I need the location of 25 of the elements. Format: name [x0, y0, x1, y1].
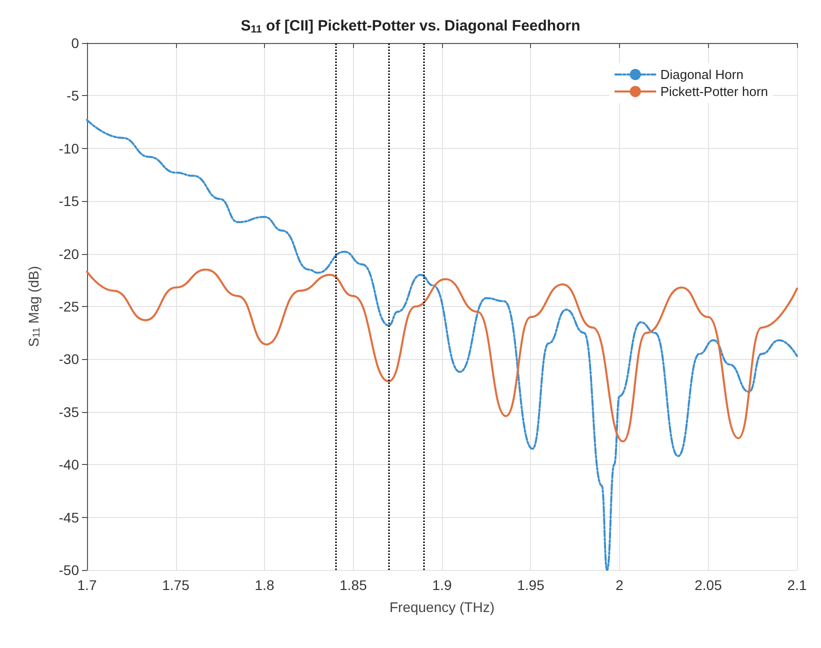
- y-tick-label: -35: [58, 404, 80, 420]
- y-tick-label: -15: [58, 193, 80, 210]
- x-tick-label: 1.85: [340, 577, 368, 593]
- y-tick-label: -45: [58, 509, 80, 526]
- x-tick-label: 2.1: [787, 577, 807, 593]
- y-axis-title: S11 Mag (dB): [26, 266, 42, 347]
- y-tick-label: -25: [58, 298, 80, 314]
- y-tick-label: -50: [58, 562, 80, 578]
- y-tick-label: -40: [58, 456, 80, 473]
- legend-label: Pickett-Potter horn: [660, 84, 768, 99]
- x-axis-title: Frequency (THz): [389, 599, 495, 615]
- legend-label: Diagonal Horn: [660, 67, 744, 82]
- y-tick-label: -10: [58, 140, 80, 156]
- y-tick-label: -20: [58, 246, 80, 262]
- x-tick-label: 1.8: [254, 577, 274, 593]
- x-tick-label: 1.7: [77, 577, 97, 593]
- x-tick-label: 1.75: [162, 577, 190, 593]
- y-tick-label: 0: [71, 35, 80, 51]
- y-tick-label: -30: [58, 351, 80, 368]
- x-tick-label: 1.9: [432, 577, 452, 593]
- x-tick-label: 2: [616, 577, 624, 593]
- x-tick-label: 2.05: [694, 577, 722, 593]
- line-series: [86, 268, 798, 442]
- x-tick-label: 1.95: [517, 577, 545, 593]
- y-tick-label: -5: [66, 88, 80, 104]
